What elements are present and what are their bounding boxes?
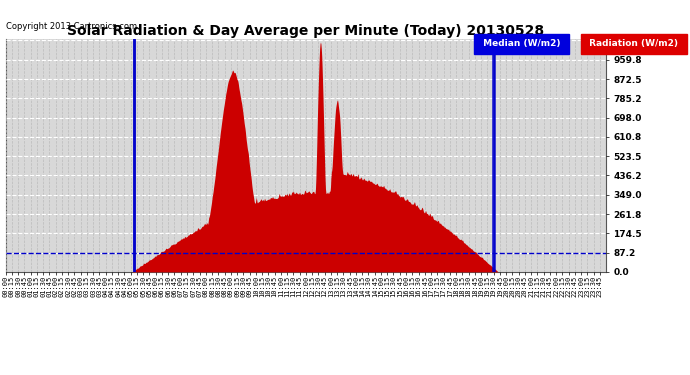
Text: Copyright 2013 Cartronics.com: Copyright 2013 Cartronics.com [6, 22, 137, 31]
Text: Median (W/m2): Median (W/m2) [480, 39, 563, 48]
Title: Solar Radiation & Day Average per Minute (Today) 20130528: Solar Radiation & Day Average per Minute… [67, 24, 544, 38]
Text: Radiation (W/m2): Radiation (W/m2) [586, 39, 682, 48]
